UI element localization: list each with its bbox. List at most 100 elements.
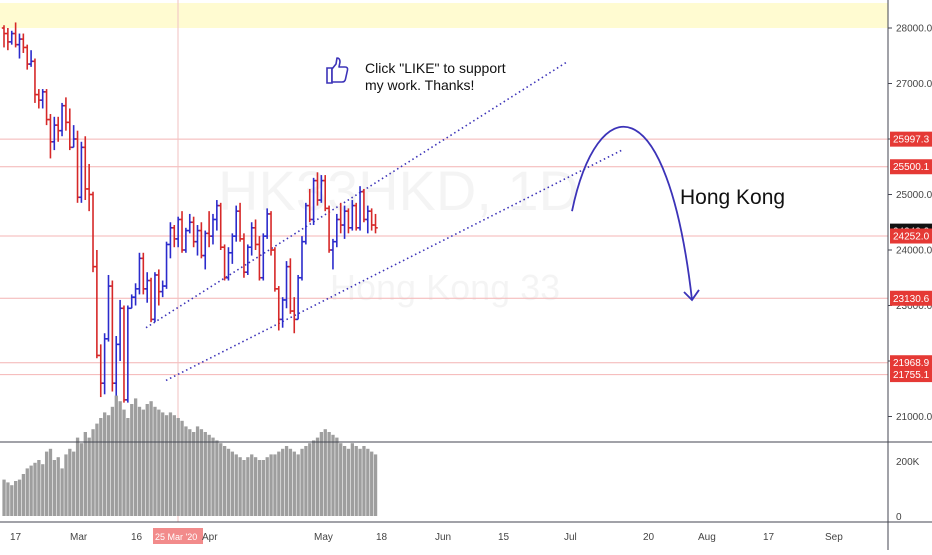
ohlc-bar-64	[249, 222, 254, 256]
ohlc-bar-7	[28, 50, 34, 67]
ohlc-bar-18	[71, 125, 76, 149]
time-tick-label-9: Jul	[564, 532, 577, 543]
volume-bar-82	[319, 432, 324, 516]
volume-bar-49	[192, 432, 196, 516]
projection-arrow[interactable]	[571, 125, 700, 302]
volume-bar-34	[133, 398, 138, 516]
ohlc-bar-54	[210, 213, 216, 245]
ohlc-bar-22	[86, 163, 92, 212]
time-tick-label-2: 16	[131, 532, 143, 543]
time-tick-label-1: Mar	[70, 532, 88, 543]
ohlc-bar-62	[241, 233, 247, 278]
price-badge-label-0: 25997.3	[893, 135, 930, 146]
volume-bar-50	[195, 426, 200, 516]
ohlc-bar-5	[21, 33, 26, 53]
ohlc-bar-4	[17, 33, 22, 59]
ohlc-bar-32	[125, 305, 131, 403]
time-axis[interactable]: 17 Mar 16 25 Mar '20 Apr May 18 Jun 15 Jul 20 Aug 17…	[10, 528, 843, 544]
volume-bar-90	[350, 443, 354, 516]
price-tick-label-2: 23000.0	[896, 301, 932, 312]
volume-bar-66	[257, 460, 262, 516]
volume-bar-14	[56, 457, 60, 516]
volume-bar-16	[64, 454, 68, 516]
volume-tick-label-0: 200K	[896, 457, 920, 468]
volume-bar-73	[284, 446, 289, 516]
ohlc-bar-63	[245, 244, 251, 275]
ohlc-bar-85	[330, 238, 336, 270]
ohlc-bar-17	[67, 108, 72, 151]
volume-bar-24	[95, 423, 99, 516]
ohlc-bar-2	[9, 30, 14, 45]
price-badges: 25997.325500.124340.224252.023130.621968…	[890, 131, 932, 383]
ohlc-bar-41	[160, 280, 165, 298]
volume-bar-89	[346, 448, 351, 516]
volume-bar-85	[331, 434, 335, 516]
price-badge-5	[890, 355, 932, 371]
ohlc-bar-30	[117, 299, 123, 361]
volume-bar-27	[106, 415, 111, 516]
volume-bar-87	[339, 443, 343, 516]
volume-bar-10	[41, 464, 45, 516]
ohlc-bar-14	[55, 116, 61, 142]
ohlc-bar-51	[199, 222, 204, 259]
volume-bar-65	[253, 457, 258, 516]
volume-bar-32	[126, 418, 130, 516]
ohlc-bar-58	[226, 247, 231, 281]
time-tick-label-13: Sep	[825, 532, 843, 543]
volume-bar-25	[99, 418, 103, 516]
ohlc-bar-96	[373, 213, 378, 234]
time-tick-label-0: 17	[10, 532, 22, 543]
ohlc-bar-9	[36, 89, 42, 109]
time-tick-label-12: 17	[763, 532, 775, 543]
price-tick-label-0: 21000.0	[896, 412, 932, 423]
volume-bar-53	[207, 434, 211, 516]
volume-bar-67	[261, 460, 265, 516]
region-label: Hong Kong	[680, 186, 785, 209]
volume-bar-88	[342, 446, 347, 516]
volume-bar-64	[250, 454, 254, 516]
volume-bar-84	[327, 432, 331, 516]
volume-tick-label-1: 0	[896, 512, 902, 523]
projection-curve	[571, 125, 693, 301]
ohlc-bar-12	[48, 114, 53, 159]
like-text-line1: Click "LIKE" to support	[365, 60, 506, 76]
time-tick-label-11: Aug	[698, 532, 716, 543]
volume-bar-15	[60, 468, 64, 516]
time-tick-label-8: 15	[498, 532, 510, 543]
volume-bar-86	[335, 437, 339, 516]
volume-bar-70	[273, 454, 277, 516]
volume-bar-13	[52, 460, 57, 516]
volume-bar-58	[226, 448, 231, 516]
ohlc-bar-13	[52, 116, 57, 151]
volume-axis[interactable]: 200K 0	[896, 457, 920, 523]
volume-bar-95	[370, 451, 374, 516]
volume-bar-81	[315, 437, 320, 516]
price-badge-label-6: 21755.1	[893, 370, 930, 381]
price-badge-0	[890, 131, 932, 147]
ohlc-bar-59	[230, 233, 235, 264]
ohlc-bar-45	[175, 216, 181, 248]
ohlc-bar-39	[152, 272, 158, 323]
volume-bar-57	[222, 446, 227, 516]
price-badge-4	[890, 290, 932, 306]
price-tick-label-6: 27000.0	[896, 79, 932, 90]
watermark-symbol: HK33HKD, 1D	[218, 159, 579, 222]
thumbs-up-icon[interactable]	[326, 57, 349, 84]
watermark-name: Hong Kong 33	[330, 267, 560, 308]
volume-bar-63	[246, 457, 250, 516]
volume-bar-4	[17, 479, 22, 516]
volume-bar-12	[48, 448, 53, 516]
volume-bar-1	[6, 482, 10, 516]
ohlc-bar-67	[261, 233, 266, 281]
volume-bar-33	[130, 404, 134, 516]
volume-bar-62	[242, 460, 246, 516]
volume-bar-74	[288, 448, 293, 516]
price-badge-6	[890, 367, 932, 383]
ohlc-bar-71	[276, 286, 281, 331]
projection-arrowhead	[683, 289, 700, 302]
volume-bar-48	[188, 429, 192, 516]
volume-bar-30	[118, 401, 122, 516]
volume-bar-92	[358, 448, 362, 516]
volume-bar-42	[164, 415, 169, 516]
